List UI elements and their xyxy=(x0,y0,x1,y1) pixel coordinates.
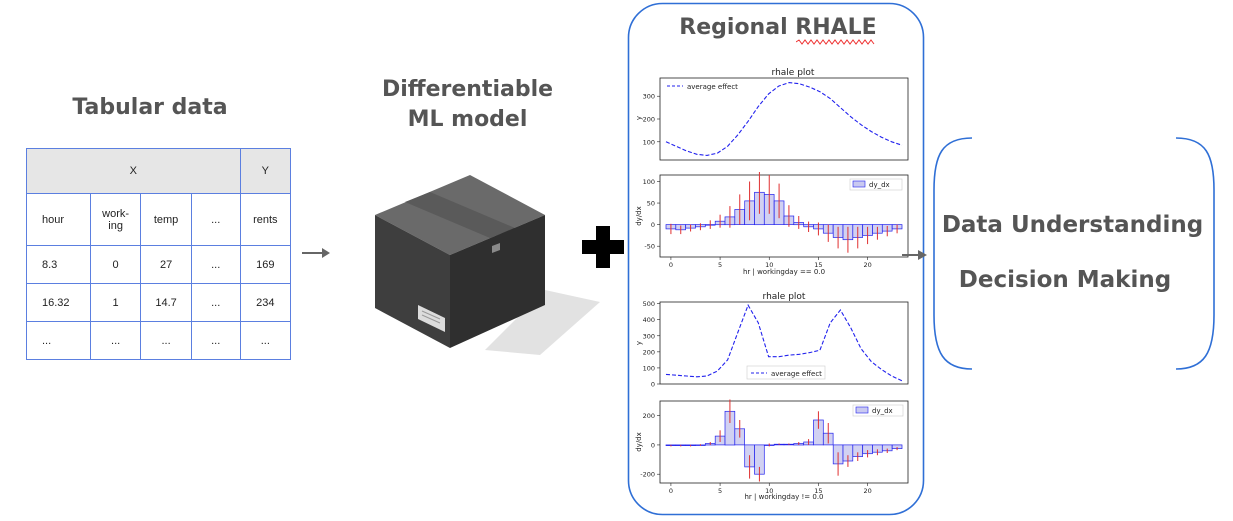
axis-ticks: 100 50 0 -50 0 5 10 15 20 xyxy=(643,178,872,269)
axis-ticks: 200 0 -200 0 5 10 15 20 xyxy=(640,412,871,495)
series xyxy=(665,172,903,253)
table-cell: ... xyxy=(190,321,241,360)
y-tick-label: 50 xyxy=(647,200,655,208)
x-tick-label: 0 xyxy=(669,487,673,495)
y-ticks: 0 100 200 300 400 500 xyxy=(643,300,660,387)
legend-label: average effect xyxy=(687,83,738,91)
column-header: hour xyxy=(26,193,91,246)
table-cell: 234 xyxy=(239,283,292,322)
legend-label: dy_dx xyxy=(872,407,893,415)
legend: average effect xyxy=(746,365,826,380)
series xyxy=(665,82,903,156)
rhale-line-chart-1: rhale plot y 100 200 300 average effect xyxy=(635,68,909,161)
table-cell: ... xyxy=(140,321,192,360)
average-effect-line xyxy=(665,303,903,382)
y-tick-label: 400 xyxy=(643,316,655,324)
y-tick-label: 300 xyxy=(643,93,655,101)
y-ticks: 100 200 300 xyxy=(643,93,660,146)
header-x: X xyxy=(26,148,241,194)
table-cell: ... xyxy=(190,283,241,322)
legend: dy_dx xyxy=(852,404,904,417)
x-tick-label: 10 xyxy=(765,487,773,495)
x-tick-label: 5 xyxy=(718,487,722,495)
x-tick-label: 5 xyxy=(718,261,722,269)
x-tick-label: 20 xyxy=(863,261,871,269)
rhale-bar-chart-1: dy/dx 100 50 0 -50 0 5 10 15 20 hr | workingday … xyxy=(635,172,909,276)
model-title-line-2: ML model xyxy=(407,107,528,132)
y-axis-label: y xyxy=(635,116,643,120)
legend-label: average effect xyxy=(771,370,822,378)
arrow-right-icon xyxy=(902,250,927,260)
table-cell: ... xyxy=(239,321,292,360)
table-cell: 0 xyxy=(89,245,142,284)
y-tick-label: 100 xyxy=(643,178,655,186)
table-cell: 16.32 xyxy=(26,283,91,322)
tabular-data-title: Tabular data xyxy=(72,95,228,120)
table-cell: 1 xyxy=(89,283,142,322)
y-tick-label: 0 xyxy=(651,441,655,449)
column-header: temp xyxy=(140,193,192,246)
y-axis-label: dy/dx xyxy=(635,206,643,226)
average-effect-line xyxy=(665,82,903,156)
legend: average effect xyxy=(667,83,738,91)
regional-rhale-frame xyxy=(627,2,925,516)
y-tick-label: 500 xyxy=(643,300,655,308)
y-tick-label: -50 xyxy=(644,243,655,251)
tabular-data-table: X Y hour work- ing temp ... rents 8.3 0 … xyxy=(26,148,292,360)
outcome-data-understanding: Data Understanding xyxy=(941,212,1204,238)
arrow-right-icon xyxy=(302,248,330,258)
y-tick-label: -200 xyxy=(640,471,655,479)
y-tick-label: 200 xyxy=(643,412,655,420)
header-y: Y xyxy=(239,148,292,194)
table-cell: 169 xyxy=(239,245,292,284)
y-tick-label: 0 xyxy=(651,381,655,388)
table-cell: 14.7 xyxy=(140,283,192,322)
table-cell: 8.3 xyxy=(26,245,91,284)
x-tick-label: 0 xyxy=(669,261,673,269)
y-tick-label: 100 xyxy=(643,138,655,146)
plot-area xyxy=(659,301,909,385)
y-tick-label: 300 xyxy=(643,332,655,340)
chart-title: rhale plot xyxy=(763,292,806,302)
x-tick-label: 15 xyxy=(814,261,822,269)
table-row: ... ... ... ... ... xyxy=(26,321,292,360)
model-title: Differentiable ML model xyxy=(360,75,575,135)
x-axis-label: hr | workingday != 0.0 xyxy=(744,493,823,501)
regional-rhale-title: Regional RHALE xyxy=(679,15,877,40)
y-axis-label: y xyxy=(635,341,643,345)
column-header: ... xyxy=(190,193,241,246)
chart-title: rhale plot xyxy=(772,68,815,78)
table-cell: 27 xyxy=(140,245,192,284)
plus-icon xyxy=(582,226,624,268)
outcome-decision-making: Decision Making xyxy=(958,267,1172,293)
x-tick-label: 10 xyxy=(765,261,773,269)
table-row: 8.3 0 27 ... 169 xyxy=(26,245,292,284)
y-axis-label: dy/dx xyxy=(635,432,643,452)
rhale-bar-chart-2: dy/dx 200 0 -200 0 5 10 15 20 hr | workingday !… xyxy=(635,399,909,501)
y-tick-label: 100 xyxy=(643,364,655,372)
table-cell: ... xyxy=(190,245,241,284)
y-tick-label: 200 xyxy=(643,348,655,356)
plot-area xyxy=(659,400,909,484)
outcome-brackets xyxy=(933,137,1215,370)
legend-label: dy_dx xyxy=(869,181,890,189)
y-tick-label: 200 xyxy=(643,116,655,124)
legend: dy_dx xyxy=(849,178,903,191)
series xyxy=(665,303,903,382)
x-axis-label: hr | workingday == 0.0 xyxy=(743,268,825,276)
table-cell: ... xyxy=(89,321,142,360)
spellcheck-underline xyxy=(796,39,875,45)
model-title-line-1: Differentiable xyxy=(381,77,554,102)
column-header: work- ing xyxy=(89,193,142,246)
table-cell: ... xyxy=(26,321,91,360)
black-box-model-icon xyxy=(375,175,600,355)
x-tick-label: 20 xyxy=(863,487,871,495)
column-header: rents xyxy=(239,193,292,246)
x-tick-label: 15 xyxy=(814,487,822,495)
table-row: 16.32 1 14.7 ... 234 xyxy=(26,283,292,322)
y-tick-label: 0 xyxy=(651,221,655,229)
rhale-line-chart-2: rhale plot y 0 100 200 300 400 500 average ef… xyxy=(635,292,909,387)
plot-area xyxy=(659,174,909,258)
series xyxy=(665,399,903,482)
